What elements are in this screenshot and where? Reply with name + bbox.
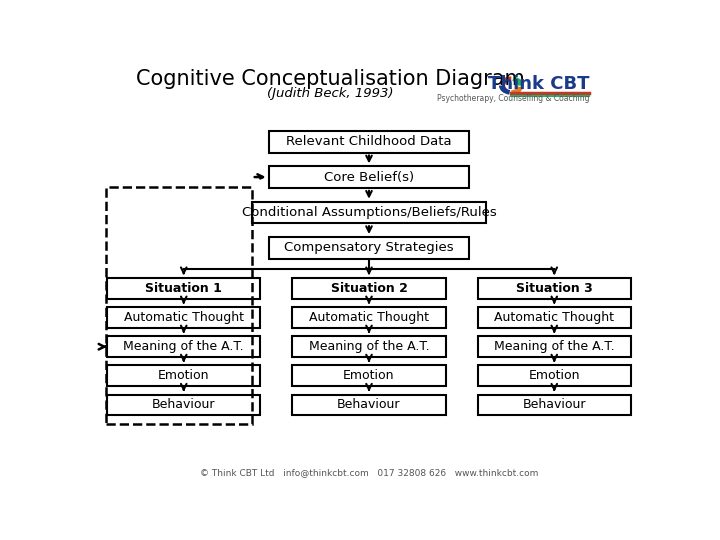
FancyBboxPatch shape [107,395,261,415]
FancyBboxPatch shape [107,366,261,386]
Text: Situation 1: Situation 1 [145,282,222,295]
Text: Core Belief(s): Core Belief(s) [324,171,414,184]
Text: Think CBT: Think CBT [488,75,590,92]
Text: Meaning of the A.T.: Meaning of the A.T. [494,340,615,353]
Text: Automatic Thought: Automatic Thought [309,311,429,324]
Text: Situation 3: Situation 3 [516,282,593,295]
FancyBboxPatch shape [252,201,486,223]
FancyBboxPatch shape [269,237,469,259]
Text: Automatic Thought: Automatic Thought [124,311,244,324]
Text: Cognitive Conceptualisation Diagram: Cognitive Conceptualisation Diagram [135,69,524,89]
Wedge shape [499,85,510,94]
Text: © Think CBT Ltd   info@thinkcbt.com   017 32808 626   www.thinkcbt.com: © Think CBT Ltd info@thinkcbt.com 017 32… [200,469,538,477]
Text: Automatic Thought: Automatic Thought [494,311,614,324]
FancyBboxPatch shape [269,166,469,188]
FancyBboxPatch shape [292,336,446,357]
FancyBboxPatch shape [477,336,631,357]
Text: (Judith Beck, 1993): (Judith Beck, 1993) [266,87,393,100]
FancyBboxPatch shape [107,278,261,299]
Text: Emotion: Emotion [343,369,395,382]
Wedge shape [511,86,523,94]
FancyBboxPatch shape [107,336,261,357]
Text: Relevant Childhood Data: Relevant Childhood Data [286,135,452,148]
Wedge shape [513,77,523,85]
Text: Behaviour: Behaviour [523,399,586,411]
Wedge shape [499,77,511,85]
FancyBboxPatch shape [292,307,446,328]
Text: Conditional Assumptions/Beliefs/Rules: Conditional Assumptions/Beliefs/Rules [242,206,496,219]
FancyBboxPatch shape [477,366,631,386]
Text: Emotion: Emotion [158,369,210,382]
FancyBboxPatch shape [477,307,631,328]
FancyBboxPatch shape [292,366,446,386]
FancyBboxPatch shape [269,131,469,152]
FancyBboxPatch shape [292,395,446,415]
Text: Behaviour: Behaviour [152,399,215,411]
Text: Compensatory Strategies: Compensatory Strategies [284,241,454,254]
Text: Emotion: Emotion [528,369,580,382]
FancyBboxPatch shape [477,278,631,299]
FancyBboxPatch shape [477,395,631,415]
FancyBboxPatch shape [292,278,446,299]
Text: Meaning of the A.T.: Meaning of the A.T. [123,340,244,353]
Text: Meaning of the A.T.: Meaning of the A.T. [309,340,429,353]
Text: Situation 2: Situation 2 [330,282,408,295]
Text: Behaviour: Behaviour [337,399,401,411]
FancyBboxPatch shape [107,307,261,328]
Text: Psychotherapy, Counselling & Coaching: Psychotherapy, Counselling & Coaching [437,93,590,103]
